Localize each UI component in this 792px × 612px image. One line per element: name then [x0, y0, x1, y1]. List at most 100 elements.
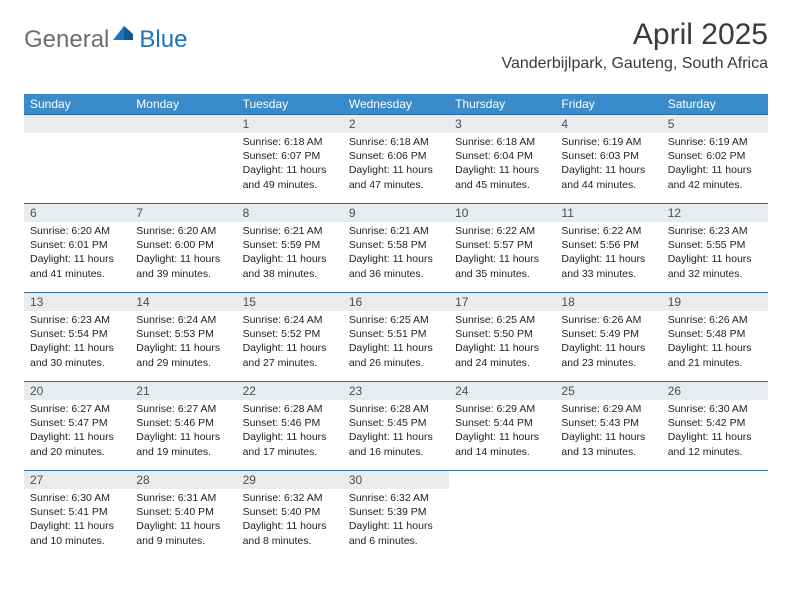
day-details: Sunrise: 6:18 AMSunset: 6:07 PMDaylight:… [237, 133, 343, 196]
calendar-row: 27Sunrise: 6:30 AMSunset: 5:41 PMDayligh… [24, 471, 768, 560]
day-details: Sunrise: 6:21 AMSunset: 5:58 PMDaylight:… [343, 222, 449, 285]
day-details: Sunrise: 6:29 AMSunset: 5:43 PMDaylight:… [555, 400, 661, 463]
weekday-header: Saturday [662, 94, 768, 115]
calendar-cell: 3Sunrise: 6:18 AMSunset: 6:04 PMDaylight… [449, 115, 555, 204]
day-number: 13 [24, 293, 130, 311]
calendar-cell: 20Sunrise: 6:27 AMSunset: 5:47 PMDayligh… [24, 382, 130, 471]
calendar-cell: 23Sunrise: 6:28 AMSunset: 5:45 PMDayligh… [343, 382, 449, 471]
day-details: Sunrise: 6:27 AMSunset: 5:47 PMDaylight:… [24, 400, 130, 463]
calendar-cell [555, 471, 661, 560]
day-details: Sunrise: 6:22 AMSunset: 5:57 PMDaylight:… [449, 222, 555, 285]
day-number: 4 [555, 115, 661, 133]
weekday-header: Wednesday [343, 94, 449, 115]
day-number: 29 [237, 471, 343, 489]
calendar-cell: 27Sunrise: 6:30 AMSunset: 5:41 PMDayligh… [24, 471, 130, 560]
calendar-row: 6Sunrise: 6:20 AMSunset: 6:01 PMDaylight… [24, 204, 768, 293]
calendar-cell: 1Sunrise: 6:18 AMSunset: 6:07 PMDaylight… [237, 115, 343, 204]
calendar-cell: 25Sunrise: 6:29 AMSunset: 5:43 PMDayligh… [555, 382, 661, 471]
day-number: 1 [237, 115, 343, 133]
day-details: Sunrise: 6:27 AMSunset: 5:46 PMDaylight:… [130, 400, 236, 463]
day-details: Sunrise: 6:24 AMSunset: 5:52 PMDaylight:… [237, 311, 343, 374]
day-number: 10 [449, 204, 555, 222]
calendar-table: SundayMondayTuesdayWednesdayThursdayFrid… [24, 94, 768, 559]
day-details: Sunrise: 6:26 AMSunset: 5:48 PMDaylight:… [662, 311, 768, 374]
day-details: Sunrise: 6:28 AMSunset: 5:45 PMDaylight:… [343, 400, 449, 463]
day-number: 21 [130, 382, 236, 400]
blank-day-header [24, 115, 130, 133]
day-number: 11 [555, 204, 661, 222]
calendar-cell: 28Sunrise: 6:31 AMSunset: 5:40 PMDayligh… [130, 471, 236, 560]
title-block: April 2025 Vanderbijlpark, Gauteng, Sout… [501, 18, 768, 73]
day-details: Sunrise: 6:31 AMSunset: 5:40 PMDaylight:… [130, 489, 236, 552]
day-number: 20 [24, 382, 130, 400]
day-number: 16 [343, 293, 449, 311]
page-subtitle: Vanderbijlpark, Gauteng, South Africa [501, 55, 768, 73]
day-number: 28 [130, 471, 236, 489]
brand-text-b: Blue [139, 26, 187, 54]
day-number: 8 [237, 204, 343, 222]
weekday-header: Friday [555, 94, 661, 115]
calendar-cell [24, 115, 130, 204]
calendar-cell: 21Sunrise: 6:27 AMSunset: 5:46 PMDayligh… [130, 382, 236, 471]
day-details: Sunrise: 6:18 AMSunset: 6:06 PMDaylight:… [343, 133, 449, 196]
day-number: 12 [662, 204, 768, 222]
day-number: 2 [343, 115, 449, 133]
calendar-cell: 2Sunrise: 6:18 AMSunset: 6:06 PMDaylight… [343, 115, 449, 204]
weekday-header: Sunday [24, 94, 130, 115]
page-title: April 2025 [501, 18, 768, 51]
day-details: Sunrise: 6:21 AMSunset: 5:59 PMDaylight:… [237, 222, 343, 285]
day-number: 14 [130, 293, 236, 311]
calendar-cell: 8Sunrise: 6:21 AMSunset: 5:59 PMDaylight… [237, 204, 343, 293]
calendar-cell: 22Sunrise: 6:28 AMSunset: 5:46 PMDayligh… [237, 382, 343, 471]
brand-mark-icon [113, 24, 135, 45]
day-details: Sunrise: 6:19 AMSunset: 6:02 PMDaylight:… [662, 133, 768, 196]
weekday-header: Thursday [449, 94, 555, 115]
calendar-head: SundayMondayTuesdayWednesdayThursdayFrid… [24, 94, 768, 115]
calendar-cell [449, 471, 555, 560]
day-details: Sunrise: 6:30 AMSunset: 5:42 PMDaylight:… [662, 400, 768, 463]
day-number: 24 [449, 382, 555, 400]
calendar-cell: 12Sunrise: 6:23 AMSunset: 5:55 PMDayligh… [662, 204, 768, 293]
day-number: 19 [662, 293, 768, 311]
day-details: Sunrise: 6:24 AMSunset: 5:53 PMDaylight:… [130, 311, 236, 374]
day-details: Sunrise: 6:32 AMSunset: 5:39 PMDaylight:… [343, 489, 449, 552]
day-number: 26 [662, 382, 768, 400]
day-number: 25 [555, 382, 661, 400]
day-details: Sunrise: 6:25 AMSunset: 5:50 PMDaylight:… [449, 311, 555, 374]
day-number: 17 [449, 293, 555, 311]
weekday-row: SundayMondayTuesdayWednesdayThursdayFrid… [24, 94, 768, 115]
calendar-cell: 14Sunrise: 6:24 AMSunset: 5:53 PMDayligh… [130, 293, 236, 382]
day-number: 6 [24, 204, 130, 222]
calendar-cell: 26Sunrise: 6:30 AMSunset: 5:42 PMDayligh… [662, 382, 768, 471]
calendar-cell: 16Sunrise: 6:25 AMSunset: 5:51 PMDayligh… [343, 293, 449, 382]
day-details: Sunrise: 6:29 AMSunset: 5:44 PMDaylight:… [449, 400, 555, 463]
brand-text-a: General [24, 26, 109, 54]
calendar-cell: 10Sunrise: 6:22 AMSunset: 5:57 PMDayligh… [449, 204, 555, 293]
day-number: 27 [24, 471, 130, 489]
brand-logo: General Blue [24, 24, 187, 55]
calendar-row: 20Sunrise: 6:27 AMSunset: 5:47 PMDayligh… [24, 382, 768, 471]
day-number: 18 [555, 293, 661, 311]
calendar-cell: 19Sunrise: 6:26 AMSunset: 5:48 PMDayligh… [662, 293, 768, 382]
day-number: 23 [343, 382, 449, 400]
day-details: Sunrise: 6:23 AMSunset: 5:54 PMDaylight:… [24, 311, 130, 374]
calendar-cell: 24Sunrise: 6:29 AMSunset: 5:44 PMDayligh… [449, 382, 555, 471]
day-number: 15 [237, 293, 343, 311]
day-details: Sunrise: 6:22 AMSunset: 5:56 PMDaylight:… [555, 222, 661, 285]
calendar-cell: 17Sunrise: 6:25 AMSunset: 5:50 PMDayligh… [449, 293, 555, 382]
day-details: Sunrise: 6:28 AMSunset: 5:46 PMDaylight:… [237, 400, 343, 463]
day-details: Sunrise: 6:26 AMSunset: 5:49 PMDaylight:… [555, 311, 661, 374]
day-details: Sunrise: 6:32 AMSunset: 5:40 PMDaylight:… [237, 489, 343, 552]
weekday-header: Monday [130, 94, 236, 115]
day-details: Sunrise: 6:20 AMSunset: 6:01 PMDaylight:… [24, 222, 130, 285]
header: General Blue April 2025 Vanderbijlpark, … [24, 18, 768, 88]
calendar-row: 13Sunrise: 6:23 AMSunset: 5:54 PMDayligh… [24, 293, 768, 382]
calendar-cell: 9Sunrise: 6:21 AMSunset: 5:58 PMDaylight… [343, 204, 449, 293]
day-number: 7 [130, 204, 236, 222]
day-number: 9 [343, 204, 449, 222]
calendar-cell [130, 115, 236, 204]
calendar-cell: 30Sunrise: 6:32 AMSunset: 5:39 PMDayligh… [343, 471, 449, 560]
day-number: 5 [662, 115, 768, 133]
calendar-cell: 7Sunrise: 6:20 AMSunset: 6:00 PMDaylight… [130, 204, 236, 293]
page: General Blue April 2025 Vanderbijlpark, … [0, 0, 792, 612]
